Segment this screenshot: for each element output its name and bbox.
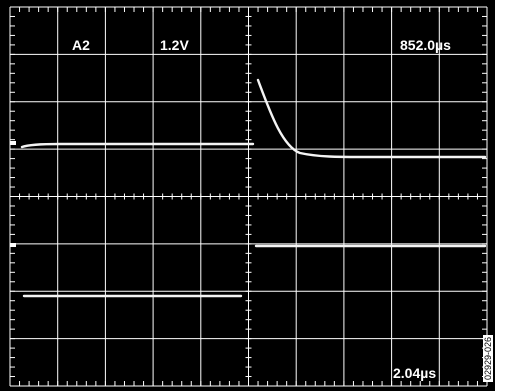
lower-channel-marker <box>10 243 16 247</box>
waveform-traces <box>20 78 487 298</box>
volts-per-div-readout: 1.2V <box>160 37 189 53</box>
upper-trace-decay <box>256 78 487 159</box>
channel-label: A2 <box>72 37 90 53</box>
upper-channel-marker <box>10 141 16 145</box>
figure-id-label: 02929-026 <box>483 334 493 382</box>
bottom-readout: 2.04µs <box>393 365 437 381</box>
upper-trace-before-trigger <box>20 142 255 149</box>
time-readout: 852.0µs <box>400 37 451 53</box>
channel-markers <box>10 141 16 247</box>
